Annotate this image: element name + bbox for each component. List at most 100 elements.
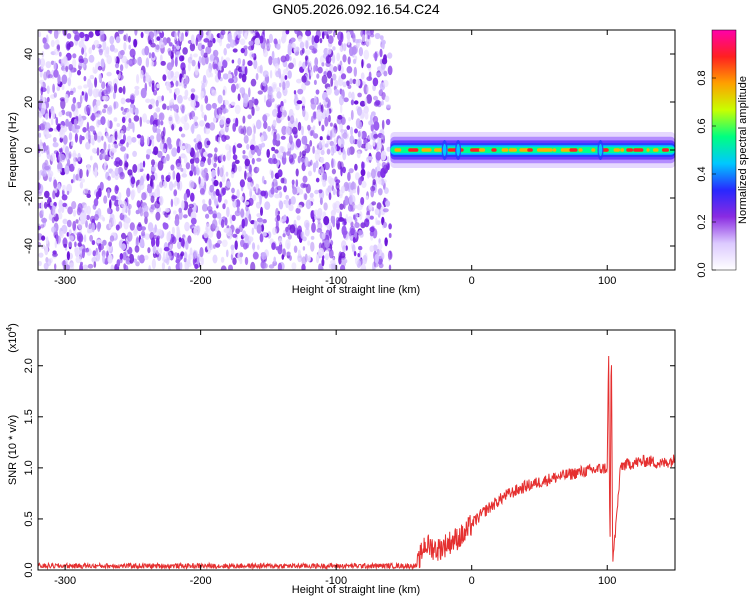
noise-speckle [349,225,356,235]
noise-speckle [223,99,230,106]
noise-speckle [247,182,251,190]
noise-speckle [95,251,101,262]
noise-speckle [134,107,139,116]
noise-speckle [304,55,309,61]
noise-speckle [46,85,50,94]
spectrogram-x-ticks: -300 -200 -100 0 100 [54,30,616,287]
noise-speckle [90,155,93,161]
noise-speckle [56,85,61,92]
noise-speckle [232,122,237,132]
noise-speckle [217,193,222,203]
signal-core-segment [408,148,419,152]
noise-speckle [380,178,385,186]
noise-speckle [38,132,42,138]
noise-speckle [133,58,137,65]
noise-speckle [181,32,184,42]
noise-speckle [205,223,211,232]
noise-speckle [98,49,103,56]
noise-speckle [61,194,68,201]
noise-speckle [277,262,282,270]
noise-speckle [136,57,142,66]
noise-speckle [61,84,65,91]
noise-speckle [38,57,42,66]
noise-speckle [145,153,150,160]
noise-speckle [386,162,390,170]
noise-speckle [72,53,77,59]
noise-speckle [203,172,209,182]
noise-speckle [288,204,294,212]
noise-speckle [289,255,292,261]
noise-speckle [256,157,262,162]
noise-speckle [371,111,376,117]
noise-speckle [304,49,311,56]
noise-speckle [383,221,387,228]
noise-speckle [226,206,230,218]
noise-speckle [60,231,64,239]
noise-speckle [283,34,287,43]
noise-speckle [139,238,145,249]
noise-speckle [319,136,323,141]
noise-speckle [183,257,187,263]
noise-speckle [302,175,308,183]
noise-speckle [161,174,164,180]
noise-speckle [126,187,131,198]
noise-speckle [245,30,250,34]
noise-speckle [40,81,44,88]
noise-speckle [136,236,139,246]
noise-speckle [65,264,70,270]
noise-speckle [220,265,227,270]
noise-speckle [101,135,104,141]
noise-speckle [329,122,333,127]
colorbar-gradient [712,30,736,270]
noise-speckle [207,40,213,48]
noise-speckle [53,179,58,189]
noise-speckle [126,231,133,242]
noise-speckle [211,193,215,200]
noise-speckle [373,262,379,268]
noise-speckle [236,206,240,214]
noise-speckle [173,189,178,197]
noise-speckle [282,151,287,159]
noise-speckle [300,231,305,240]
noise-speckle [222,89,226,96]
noise-speckle [91,222,95,233]
noise-speckle [378,89,384,97]
noise-speckle [82,127,87,133]
noise-speckle [320,156,325,164]
noise-speckle [134,85,140,90]
noise-speckle [140,87,147,99]
noise-speckle [363,49,370,60]
noise-speckle [352,58,357,64]
noise-speckle [129,48,136,58]
noise-speckle [271,146,276,152]
noise-speckle [209,54,214,61]
noise-speckle [295,117,298,128]
noise-speckle [209,122,216,131]
noise-speckle [62,55,68,65]
noise-speckle [327,35,334,44]
noise-speckle [379,35,384,41]
noise-speckle [286,242,290,250]
noise-speckle [150,42,156,48]
noise-speckle [260,224,265,232]
noise-speckle [86,169,89,177]
noise-speckle [220,219,225,228]
noise-speckle [72,58,77,68]
noise-speckle [126,142,129,148]
noise-speckle [104,161,108,167]
noise-speckle [369,226,375,233]
noise-speckle [240,239,245,248]
noise-speckle [141,192,147,201]
noise-speckle [342,81,347,88]
noise-speckle [57,161,63,172]
noise-speckle [352,237,356,243]
noise-speckle [128,207,131,216]
noise-speckle [166,62,173,71]
noise-speckle [137,222,142,228]
noise-speckle [174,87,180,96]
noise-speckle [239,179,245,188]
noise-speckle [313,79,317,85]
noise-speckle [305,222,310,231]
noise-speckle [68,41,74,48]
